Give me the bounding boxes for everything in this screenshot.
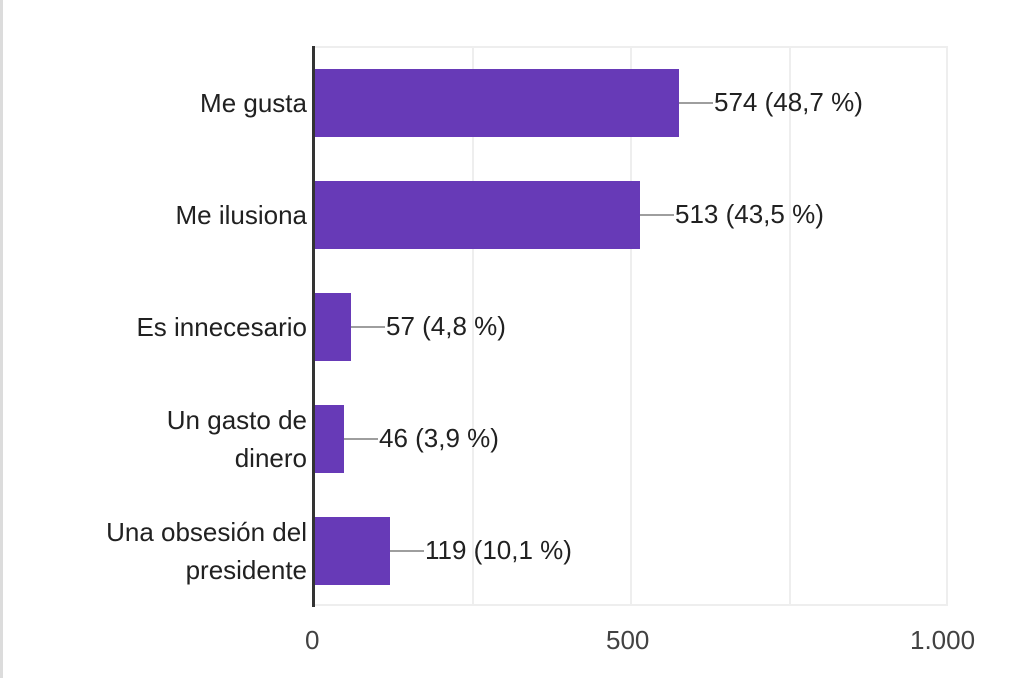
leader-line [344,438,378,440]
leader-line [390,550,424,552]
x-tick-500: 500 [606,625,650,655]
bar [315,405,344,473]
category-label-line: Un gasto de [166,405,307,435]
data-label: 574 (48,7 %) [714,87,863,117]
plot-area [314,46,948,606]
gridline-750 [789,46,791,606]
category-label: Una obsesión del presidente [106,513,307,589]
category-label-line: Me ilusiona [175,200,307,230]
category-label-line: presidente [185,555,307,585]
leader-line [351,326,385,328]
data-label: 513 (43,5 %) [675,199,824,229]
left-edge-border [0,0,3,678]
gridline-1000 [946,46,948,606]
gridline-250 [472,46,474,606]
gridline-500 [630,46,632,606]
category-label: Un gasto de dinero [167,401,307,477]
category-label: Es innecesario [136,308,307,346]
leader-line [679,102,713,104]
category-label-line: Una obsesión del [106,517,307,547]
bar [315,517,390,585]
category-label-line: Es innecesario [136,312,307,342]
bar [315,293,351,361]
category-label-line: dinero [234,443,307,473]
y-axis-line [312,46,315,607]
data-label: 119 (10,1 %) [425,535,572,565]
x-tick-1000: 1.000 [910,625,976,655]
category-label: Me gusta [200,84,307,122]
data-label: 46 (3,9 %) [379,423,499,453]
bar [315,181,640,249]
data-label: 57 (4,8 %) [386,311,506,341]
category-label: Me ilusiona [175,196,307,234]
bar [315,69,679,137]
category-label-line: Me gusta [200,88,307,118]
x-tick-0: 0 [305,625,320,655]
leader-line [640,214,674,216]
